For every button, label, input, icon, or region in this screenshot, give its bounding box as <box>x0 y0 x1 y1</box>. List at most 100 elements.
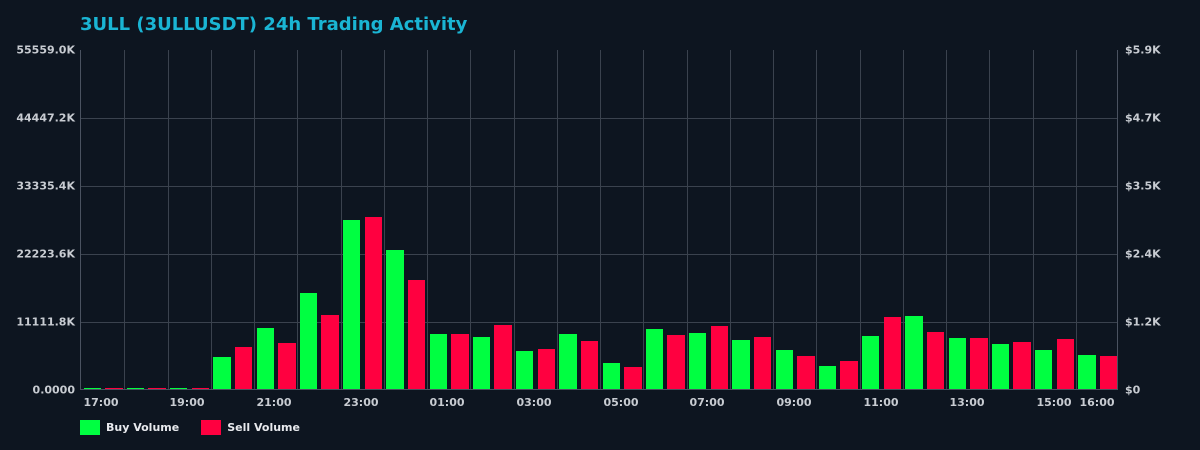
y-tick-left: 55559.0K <box>16 43 75 57</box>
gridline-h <box>81 322 1117 323</box>
x-tick: 09:00 <box>776 396 812 409</box>
sell-volume-bar[interactable] <box>883 317 902 389</box>
sell-volume-bar[interactable] <box>970 338 988 389</box>
buy-volume-bar[interactable] <box>775 350 793 389</box>
buy-volume-bar[interactable] <box>559 334 577 389</box>
buy-volume-bar[interactable] <box>213 357 231 389</box>
buy-swatch-icon <box>80 420 100 435</box>
sell-volume-bar[interactable] <box>494 325 512 389</box>
y-tick-right: $3.5K <box>1125 179 1161 193</box>
plot-area <box>80 50 1118 390</box>
sell-volume-bar[interactable] <box>321 315 339 389</box>
sell-volume-bar[interactable] <box>797 356 815 389</box>
x-tick: 05:00 <box>603 396 639 409</box>
buy-volume-bar[interactable] <box>170 388 188 389</box>
legend: Buy Volume Sell Volume <box>80 420 300 435</box>
sell-volume-bar[interactable] <box>926 332 945 389</box>
gridline-v <box>383 50 385 389</box>
sell-volume-bar[interactable] <box>710 326 729 389</box>
buy-volume-bar[interactable] <box>732 339 750 389</box>
sell-volume-bar[interactable] <box>753 336 772 389</box>
sell-volume-bar[interactable] <box>840 360 858 389</box>
sell-volume-bar[interactable] <box>624 367 642 389</box>
y-tick-right: $0 <box>1125 383 1141 397</box>
gridline-v <box>600 50 601 389</box>
sell-volume-bar[interactable] <box>407 280 426 389</box>
gridline-v <box>773 50 774 389</box>
gridline-v <box>210 50 212 389</box>
buy-volume-bar[interactable] <box>689 333 707 389</box>
gridline-v <box>729 50 731 389</box>
y-tick-right: $1.2K <box>1125 315 1161 329</box>
buy-volume-bar[interactable] <box>645 329 664 389</box>
y-tick-left: 22223.6K <box>16 247 75 261</box>
gridline-v <box>340 50 342 389</box>
buy-volume-bar[interactable] <box>126 388 145 389</box>
buy-volume-bar[interactable] <box>1078 354 1096 389</box>
gridline-h <box>81 254 1117 255</box>
sell-volume-bar[interactable] <box>105 388 123 389</box>
buy-volume-bar[interactable] <box>256 328 274 389</box>
sell-volume-bar[interactable] <box>537 348 556 389</box>
sell-volume-bar[interactable] <box>667 335 685 389</box>
x-tick: 21:00 <box>256 396 292 409</box>
gridline-v <box>816 50 818 389</box>
buy-volume-bar[interactable] <box>948 338 966 389</box>
x-tick: 01:00 <box>429 396 465 409</box>
legend-item-sell[interactable]: Sell Volume <box>201 420 300 435</box>
buy-volume-bar[interactable] <box>516 351 534 389</box>
gridline-v <box>513 50 515 389</box>
x-tick: 15:00 <box>1036 396 1072 409</box>
sell-volume-bar[interactable] <box>1013 342 1031 389</box>
gridline-v <box>902 50 904 389</box>
y-tick-left: 33335.4K <box>16 179 75 193</box>
x-tick: 17:00 <box>83 396 119 409</box>
gridline-v <box>167 50 169 389</box>
y-tick-left: 0.0000 <box>32 383 75 397</box>
buy-volume-bar[interactable] <box>602 363 620 389</box>
gridline-v <box>686 50 688 389</box>
buy-volume-bar[interactable] <box>299 292 318 389</box>
sell-volume-bar[interactable] <box>234 347 253 389</box>
sell-volume-bar[interactable] <box>278 342 296 389</box>
buy-volume-bar[interactable] <box>818 366 837 389</box>
buy-volume-bar[interactable] <box>386 250 404 389</box>
legend-item-buy[interactable]: Buy Volume <box>80 420 179 435</box>
gridline-v <box>297 50 299 389</box>
buy-volume-bar[interactable] <box>1035 350 1053 389</box>
gridline-v <box>124 50 126 389</box>
buy-volume-bar[interactable] <box>472 336 491 389</box>
sell-volume-bar[interactable] <box>451 334 469 389</box>
sell-volume-bar[interactable] <box>580 341 599 389</box>
gridline-v <box>946 50 947 389</box>
sell-volume-bar[interactable] <box>1099 356 1118 389</box>
x-tick: 07:00 <box>689 396 725 409</box>
y-tick-left: 11111.8K <box>16 315 75 329</box>
gridline-v <box>859 50 861 389</box>
buy-volume-bar[interactable] <box>862 336 880 389</box>
buy-volume-bar[interactable] <box>343 220 361 389</box>
buy-volume-bar[interactable] <box>991 344 1010 389</box>
gridline-v <box>1032 50 1034 389</box>
y-tick-right: $4.7K <box>1125 111 1161 125</box>
gridline-h <box>81 186 1117 187</box>
sell-volume-bar[interactable] <box>191 388 210 389</box>
buy-volume-bar[interactable] <box>83 388 101 389</box>
buy-volume-bar[interactable] <box>429 334 447 389</box>
x-tick: 16:00 <box>1079 396 1115 409</box>
y-tick-right: $2.4K <box>1125 247 1161 261</box>
x-tick: 19:00 <box>169 396 205 409</box>
x-tick: 13:00 <box>949 396 985 409</box>
sell-volume-bar[interactable] <box>1056 339 1075 389</box>
legend-label-sell: Sell Volume <box>227 421 300 434</box>
y-tick-left: 44447.2K <box>16 111 75 125</box>
gridline-v <box>1075 50 1077 389</box>
x-tick: 23:00 <box>343 396 379 409</box>
gridline-v <box>470 50 472 389</box>
buy-volume-bar[interactable] <box>905 316 923 389</box>
gridline-v <box>556 50 558 389</box>
x-tick: 11:00 <box>863 396 899 409</box>
sell-volume-bar[interactable] <box>364 217 383 389</box>
gridline-v <box>254 50 255 389</box>
sell-volume-bar[interactable] <box>148 388 166 389</box>
